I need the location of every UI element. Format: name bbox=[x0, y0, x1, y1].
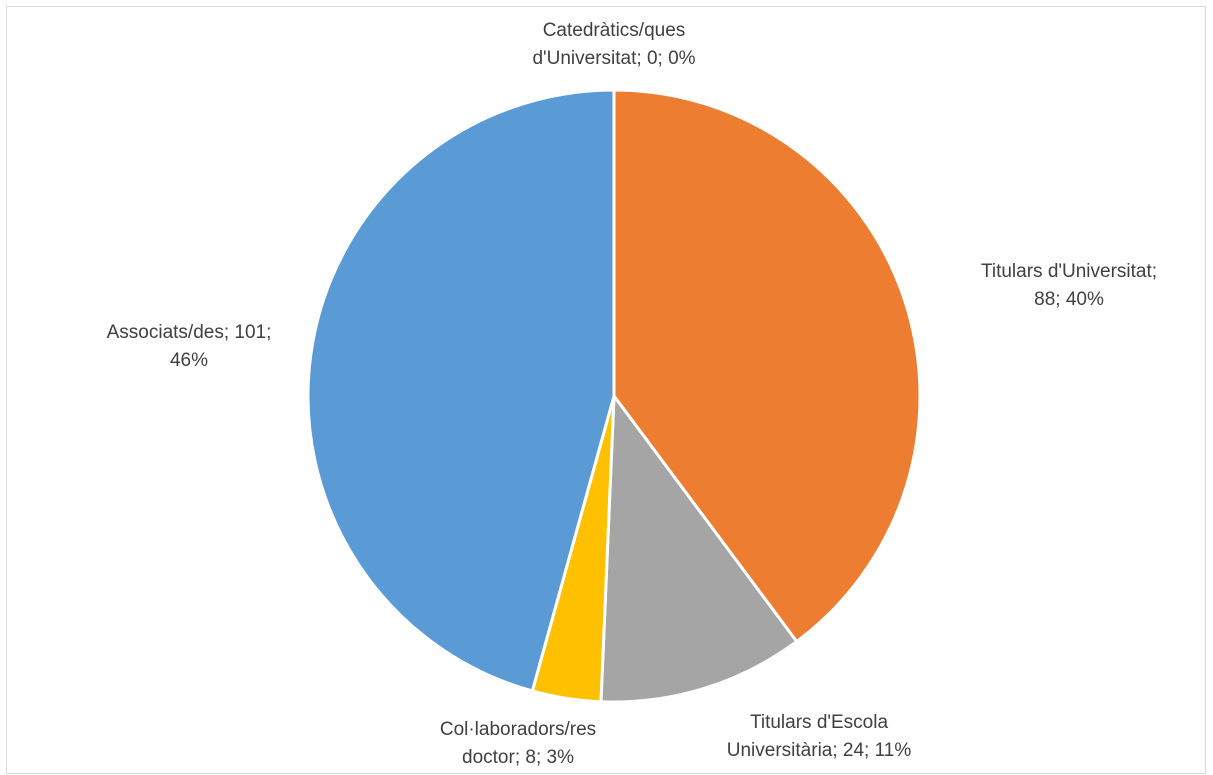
data-label-associats-des: Associats/des; 101; 46% bbox=[107, 322, 272, 371]
data-label-titulars-d-universitat: Titulars d'Universitat; 88; 40% bbox=[981, 261, 1157, 310]
data-labels: Catedràtics/ques d'Universitat; 0; 0% Titu… bbox=[107, 20, 1157, 768]
data-label-line: Titulars d'Escola bbox=[750, 712, 889, 733]
data-label-line: Titulars d'Universitat; bbox=[981, 261, 1157, 282]
data-label-col-laboradors-res-doctor: Col·laboradors/res doctor; 8; 3% bbox=[440, 719, 596, 768]
data-label-catedratics-ques-d-universitat: Catedràtics/ques d'Universitat; 0; 0% bbox=[532, 20, 695, 69]
data-label-line: Universitària; 24; 11% bbox=[727, 740, 912, 761]
data-label-line: doctor; 8; 3% bbox=[462, 747, 574, 768]
slice-titulars-d-escola-universitaria bbox=[599, 394, 799, 704]
slice-titulars-d-universitat bbox=[612, 88, 922, 643]
chart-frame: Catedràtics/ques d'Universitat; 0; 0% Titu… bbox=[6, 6, 1206, 774]
data-label-line: 88; 40% bbox=[1034, 289, 1104, 310]
data-label-line: d'Universitat; 0; 0% bbox=[532, 48, 695, 69]
data-label-line: Catedràtics/ques bbox=[543, 20, 686, 41]
data-label-line: Col·laboradors/res bbox=[440, 719, 596, 740]
data-label-titulars-d-escola-universitaria: Titulars d'Escola Universitària; 24; 11% bbox=[727, 712, 912, 761]
pie-chart: Catedràtics/ques d'Universitat; 0; 0% Titu… bbox=[107, 20, 1157, 768]
data-label-line: 46% bbox=[170, 350, 208, 371]
slice-associats-des bbox=[306, 88, 616, 693]
data-label-line: Associats/des; 101; bbox=[107, 322, 272, 343]
pie-slices bbox=[306, 88, 922, 704]
